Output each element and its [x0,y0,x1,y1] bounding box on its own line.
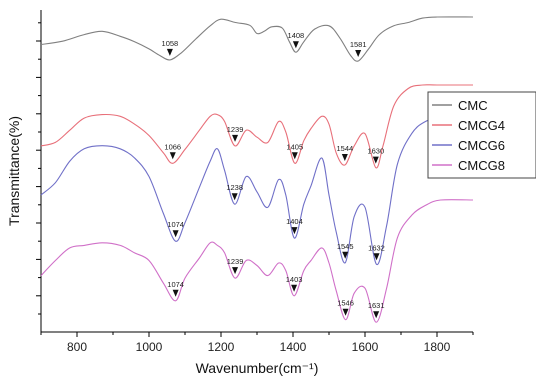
peak-marker [232,134,239,142]
peak-label: 1066 [164,142,181,151]
legend-box [427,91,536,179]
peak-label: 1403 [286,275,303,284]
series-line-cmcg6 [40,117,474,265]
peak-marker [169,152,176,160]
peak-marker [232,267,239,275]
peak-marker [166,48,173,56]
peak-label: 1631 [368,301,385,310]
x-axis-title: Wavenumber(cm⁻¹) [196,360,319,376]
peak-marker [291,284,298,292]
axes: 800 1000 1200 1400 1600 1800 [36,10,474,354]
peak-label: 1545 [337,242,354,251]
peak-label: 1238 [226,183,243,192]
legend-label: CMCG6 [458,138,505,153]
peak-label: 1546 [337,299,354,308]
series-lines [40,16,474,323]
x-tick-label: 1800 [424,340,451,354]
peak-marker [291,227,298,235]
peak-marker [373,253,380,261]
series-line-cmcg4 [40,84,473,169]
y-axis-title: Transmittance(%) [6,116,22,226]
peak-marker [291,152,298,160]
peak-marker [231,193,238,201]
peak-label: 1630 [367,147,384,156]
x-tick-label: 1400 [280,340,307,354]
legend-label: CMC [458,98,488,113]
series-line-cmcg8 [40,199,474,323]
peak-marker [172,289,179,297]
legend-label: CMCG8 [458,158,505,173]
peak-marker [342,308,349,316]
x-tick-label: 800 [67,340,87,354]
peak-label: 1058 [162,39,179,48]
peak-label: 1239 [227,257,244,266]
peak-marker [373,311,380,319]
peak-annotations: 1058 1408 1581 1066 1239 1405 1544 1630 1074 1238… [162,31,385,319]
x-tick-label: 1000 [136,340,163,354]
peak-label: 1544 [336,144,353,153]
peak-label: 1404 [286,217,303,226]
peak-label: 1408 [288,31,305,40]
peak-label: 1239 [227,125,244,134]
peak-label: 1405 [286,142,303,151]
legend: CMC CMCG4 CMCG6 CMCG8 [427,91,536,179]
peak-marker [342,251,349,259]
peak-label: 1074 [167,220,184,229]
peak-marker [341,154,348,162]
x-tick-label: 1200 [208,340,235,354]
peak-marker [355,50,362,57]
peak-label: 1581 [350,40,367,49]
series-line-cmc [40,16,474,62]
peak-label: 1632 [368,243,385,252]
legend-label: CMCG4 [458,118,505,133]
peak-marker [292,41,299,49]
peak-marker [372,156,379,164]
peak-marker [172,230,179,238]
x-tick-label: 1600 [352,340,379,354]
peak-label: 1074 [167,280,184,289]
